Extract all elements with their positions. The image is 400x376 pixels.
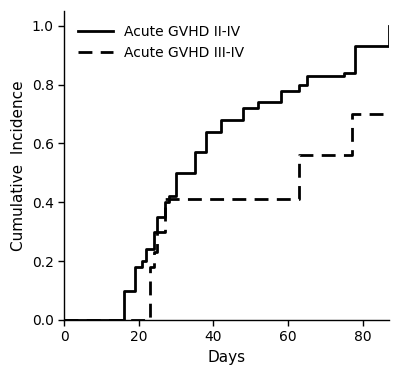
Acute GVHD II-IV bbox=[144, 247, 149, 252]
Acute GVHD II-IV bbox=[353, 44, 358, 49]
Acute GVHD II-IV bbox=[342, 71, 346, 75]
Acute GVHD II-IV bbox=[62, 318, 66, 322]
Legend: Acute GVHD II-IV, Acute GVHD III-IV: Acute GVHD II-IV, Acute GVHD III-IV bbox=[71, 18, 251, 67]
Acute GVHD II-IV bbox=[174, 171, 178, 175]
Acute GVHD II-IV bbox=[241, 106, 246, 111]
Acute GVHD III-IV bbox=[349, 112, 354, 116]
Acute GVHD III-IV bbox=[62, 318, 66, 322]
Acute GVHD III-IV bbox=[293, 197, 298, 202]
Acute GVHD II-IV bbox=[297, 82, 302, 87]
Acute GVHD II-IV bbox=[375, 44, 380, 49]
X-axis label: Days: Days bbox=[208, 350, 246, 365]
Acute GVHD II-IV bbox=[256, 100, 261, 105]
Acute GVHD II-IV bbox=[166, 194, 171, 199]
Acute GVHD III-IV bbox=[342, 153, 346, 158]
Acute GVHD III-IV bbox=[174, 197, 178, 202]
Acute GVHD II-IV bbox=[162, 200, 167, 205]
Y-axis label: Cumulative  Incidence: Cumulative Incidence bbox=[11, 80, 26, 251]
Acute GVHD II-IV bbox=[218, 118, 223, 122]
Acute GVHD II-IV bbox=[386, 24, 391, 28]
Acute GVHD III-IV bbox=[379, 112, 384, 116]
Acute GVHD III-IV bbox=[118, 318, 122, 322]
Acute GVHD III-IV bbox=[162, 197, 167, 202]
Acute GVHD II-IV bbox=[155, 215, 160, 219]
Acute GVHD II-IV bbox=[304, 74, 309, 78]
Acute GVHD II-IV bbox=[140, 259, 145, 263]
Acute GVHD III-IV bbox=[148, 265, 152, 269]
Acute GVHD III-IV bbox=[386, 112, 391, 116]
Line: Acute GVHD II-IV: Acute GVHD II-IV bbox=[64, 26, 389, 320]
Acute GVHD II-IV bbox=[122, 288, 126, 293]
Acute GVHD III-IV bbox=[151, 250, 156, 255]
Acute GVHD III-IV bbox=[297, 153, 302, 158]
Acute GVHD II-IV bbox=[204, 129, 208, 134]
Acute GVHD II-IV bbox=[151, 229, 156, 234]
Acute GVHD III-IV bbox=[155, 229, 160, 234]
Acute GVHD II-IV bbox=[192, 150, 197, 155]
Acute GVHD II-IV bbox=[278, 88, 283, 93]
Line: Acute GVHD III-IV: Acute GVHD III-IV bbox=[64, 114, 389, 320]
Acute GVHD II-IV bbox=[133, 265, 138, 269]
Acute GVHD II-IV bbox=[118, 318, 122, 322]
